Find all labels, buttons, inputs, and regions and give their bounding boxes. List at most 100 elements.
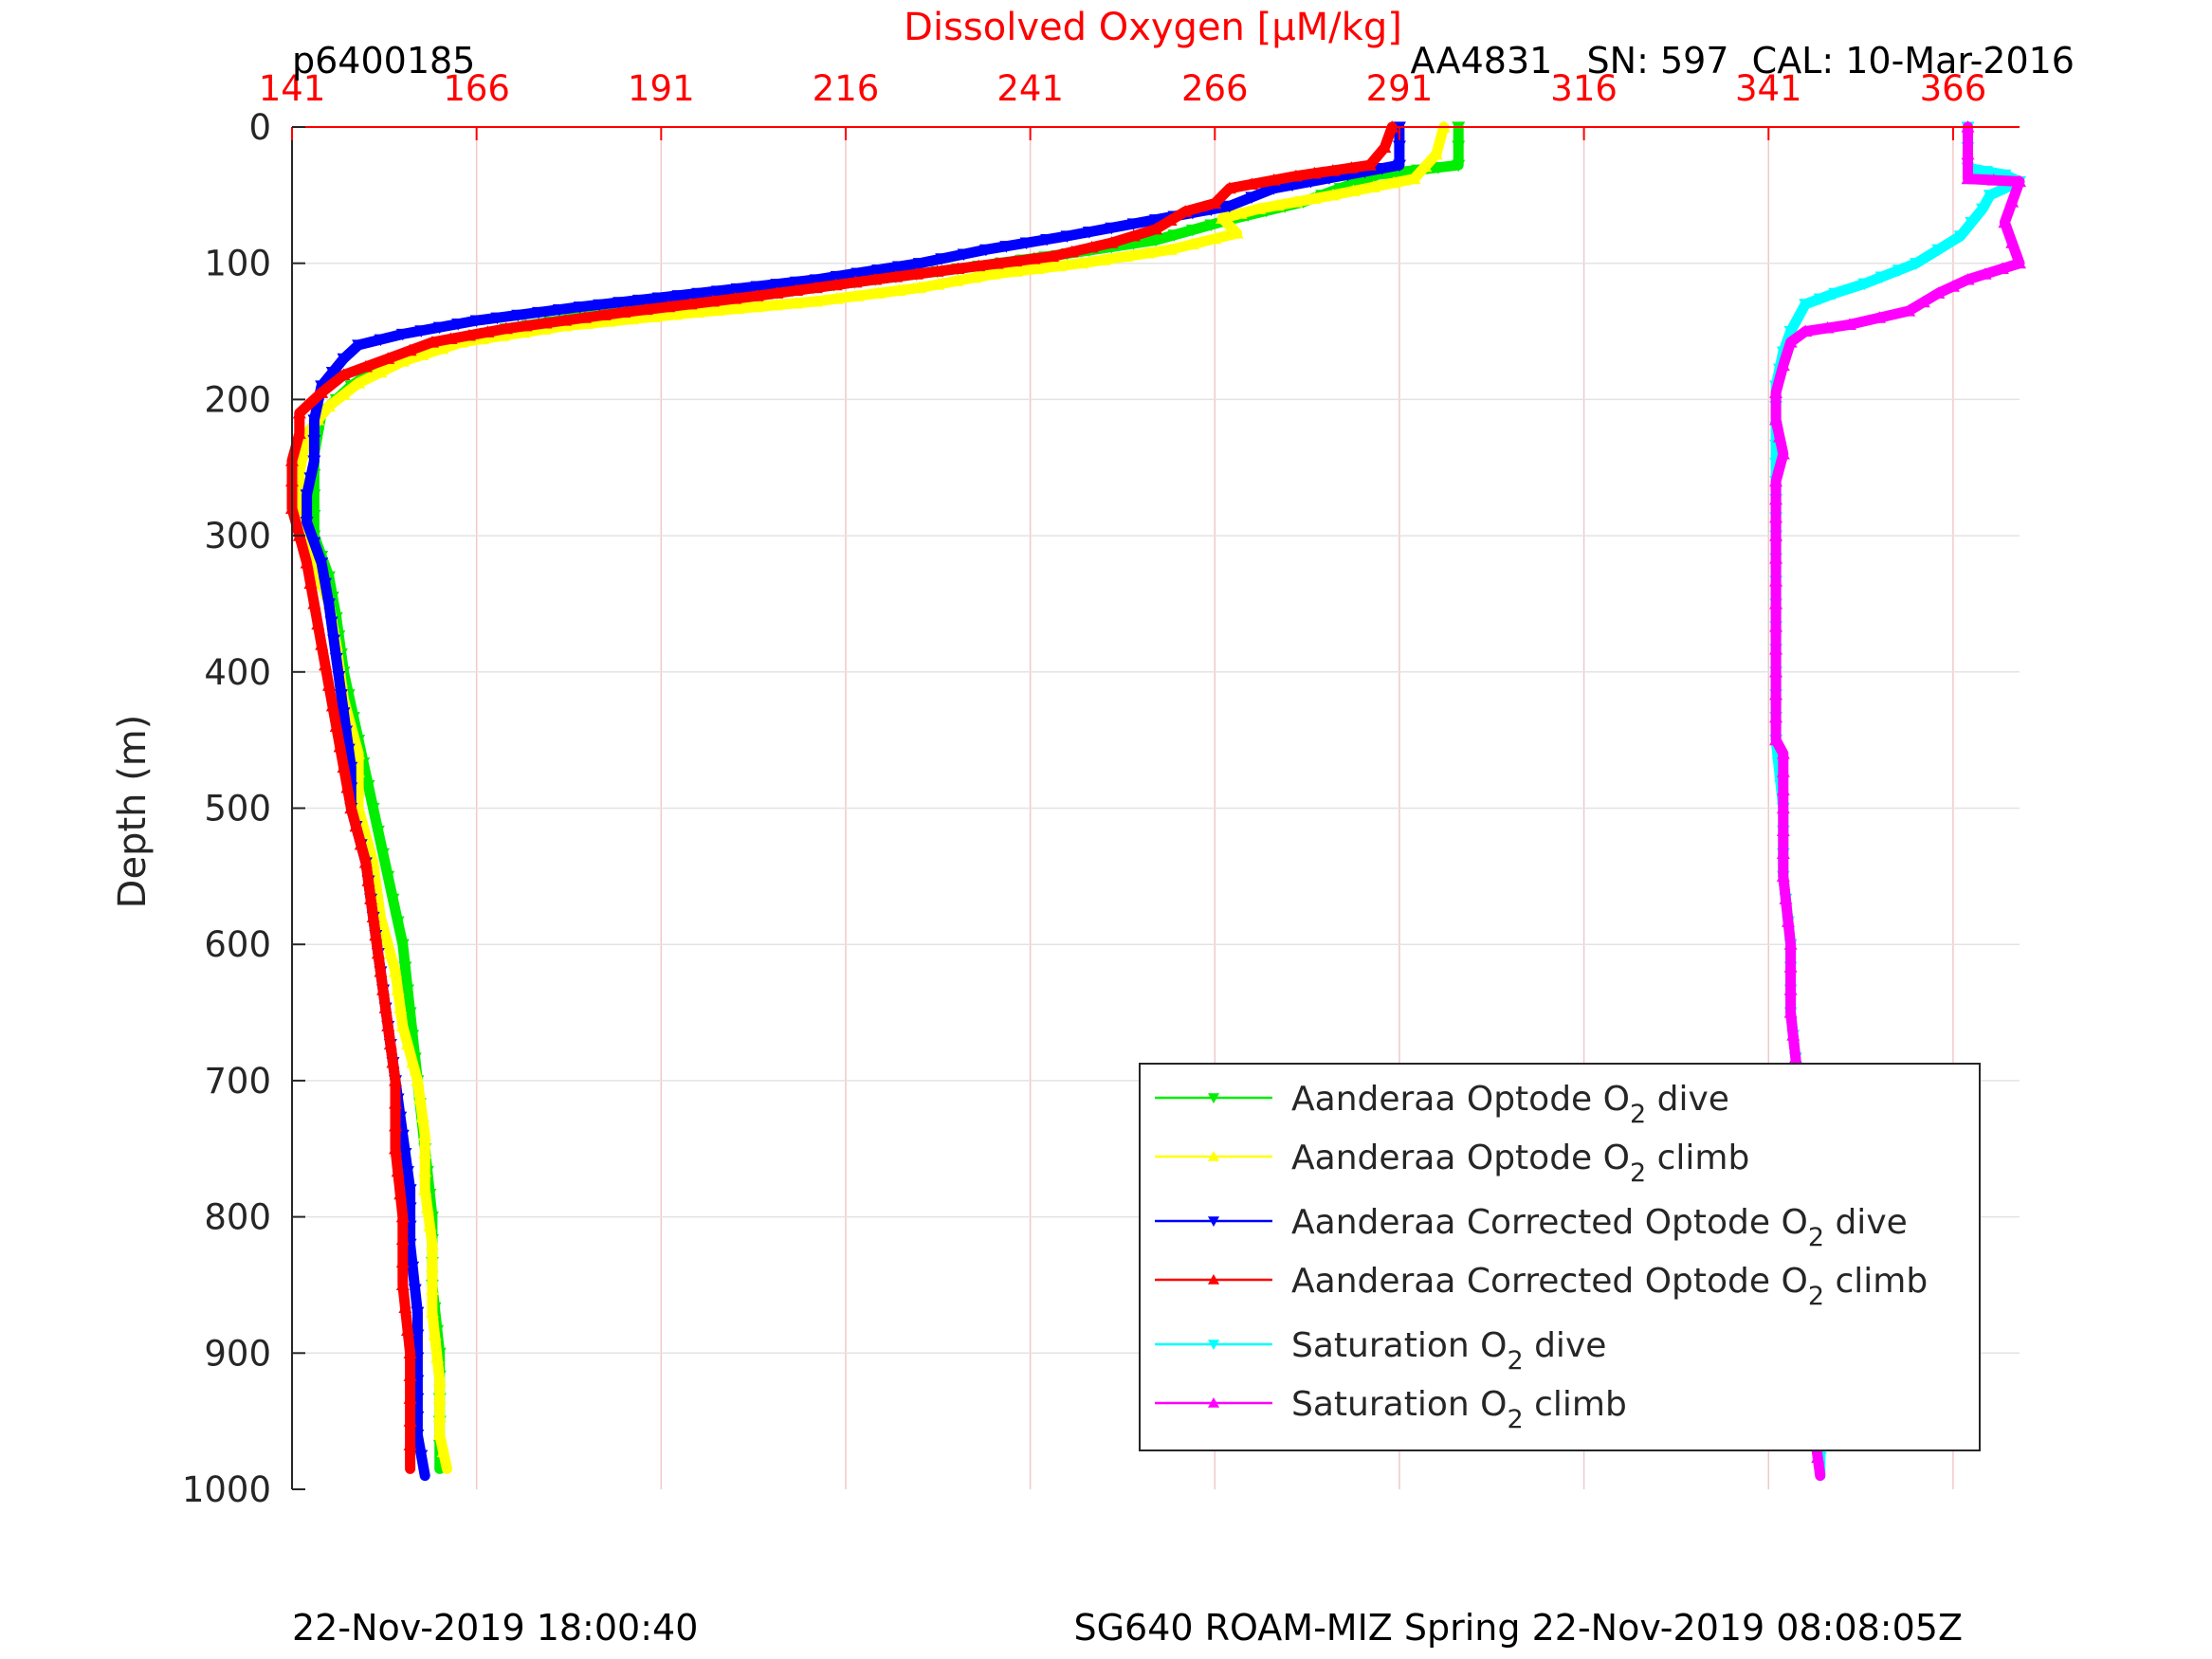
series-marker — [684, 297, 698, 310]
series-marker — [1245, 177, 1259, 190]
x-tick-label: 191 — [628, 68, 695, 109]
series-marker — [1375, 162, 1389, 175]
series-marker — [432, 321, 447, 335]
series-marker — [809, 281, 823, 294]
series-marker — [344, 801, 358, 814]
series-marker — [315, 557, 329, 570]
series-marker — [389, 964, 403, 977]
series-marker — [1431, 162, 1445, 174]
x-tick-label: 241 — [996, 68, 1064, 109]
legend-entry-1: Aanderaa Optode O2 climb — [1155, 1139, 1749, 1188]
series-marker — [403, 1392, 417, 1404]
series-marker — [1325, 163, 1340, 176]
series-marker — [329, 652, 343, 665]
series-marker — [389, 1119, 403, 1132]
series-marker — [432, 1428, 447, 1441]
series-marker — [892, 283, 906, 297]
series-marker — [1149, 214, 1162, 227]
series-marker — [300, 517, 314, 529]
series-marker — [1909, 258, 1923, 270]
series-marker — [386, 893, 400, 906]
series-marker — [809, 294, 823, 307]
series-marker — [354, 837, 368, 850]
y-tick-label: 200 — [204, 379, 271, 420]
series-marker — [2013, 174, 2026, 188]
series-marker — [1769, 574, 1783, 587]
series-marker — [1811, 1450, 1825, 1464]
series-marker — [1783, 960, 1798, 973]
series-marker — [425, 1237, 439, 1249]
x-tick-label: 316 — [1550, 68, 1618, 109]
series-marker — [321, 399, 336, 412]
series-marker — [1979, 166, 1993, 178]
series-marker — [411, 1306, 425, 1320]
series-marker — [371, 946, 385, 959]
legend-entry-5: Saturation O2 climb — [1155, 1385, 1627, 1434]
series-marker — [475, 332, 489, 345]
series-marker — [418, 1164, 432, 1177]
series-marker — [337, 353, 351, 366]
legend-entry-0: Aanderaa Optode O2 dive — [1155, 1080, 1729, 1129]
series-marker — [418, 1182, 432, 1195]
series-marker — [1289, 169, 1303, 182]
series-marker — [1961, 272, 1975, 285]
series-marker — [999, 241, 1014, 253]
series-marker — [381, 870, 395, 884]
series-marker — [1126, 228, 1141, 242]
series-marker — [978, 244, 993, 257]
series-marker — [418, 1128, 432, 1140]
series-marker — [311, 617, 325, 630]
series-marker — [1769, 492, 1783, 505]
series-marker — [391, 916, 405, 929]
series-marker — [292, 406, 306, 419]
series-marker — [395, 1278, 410, 1291]
series-marker — [612, 297, 627, 309]
series-marker — [395, 1210, 410, 1223]
series-marker — [830, 270, 844, 283]
series-marker — [1185, 224, 1199, 237]
series-marker — [1289, 195, 1303, 208]
series-marker — [378, 1001, 393, 1013]
series-marker — [307, 596, 321, 610]
series-marker — [292, 427, 306, 439]
series-marker — [398, 1147, 412, 1160]
series-marker — [651, 292, 666, 305]
series-marker — [389, 1141, 403, 1155]
series-marker — [425, 336, 439, 348]
series-marker — [1783, 983, 1798, 995]
series-marker — [425, 1260, 439, 1272]
series-marker — [361, 874, 375, 886]
series-marker — [391, 983, 405, 995]
series-marker — [577, 311, 592, 323]
series-marker — [770, 286, 784, 299]
series-marker — [332, 670, 346, 684]
series-marker — [337, 760, 351, 773]
series-marker — [435, 341, 449, 355]
series-marker — [303, 576, 318, 589]
series-marker — [1813, 293, 1827, 306]
series-marker — [850, 267, 865, 281]
series-marker — [395, 939, 410, 952]
series-marker — [403, 1438, 417, 1450]
series-marker — [930, 264, 944, 277]
series-marker — [300, 556, 314, 569]
series-marker — [511, 309, 525, 322]
series-marker — [403, 1202, 417, 1215]
series-marker — [408, 1284, 422, 1297]
series-marker — [383, 1037, 397, 1050]
series-marker — [1031, 262, 1045, 275]
series-marker — [1776, 824, 1790, 837]
series-marker — [325, 367, 339, 379]
series-marker — [352, 747, 366, 759]
series-marker — [639, 302, 653, 316]
series-marker — [300, 489, 314, 501]
series-marker — [376, 983, 391, 995]
series-marker — [1978, 267, 1992, 280]
series-marker — [1429, 147, 1443, 160]
series-marker — [1208, 196, 1222, 210]
series-marker — [912, 258, 926, 270]
series-marker — [389, 1096, 403, 1109]
series-marker — [517, 325, 531, 338]
mission-info: SG640 ROAM-MIZ Spring 22-Nov-2019 08:08:… — [1073, 1607, 1963, 1649]
series-marker — [850, 289, 865, 301]
